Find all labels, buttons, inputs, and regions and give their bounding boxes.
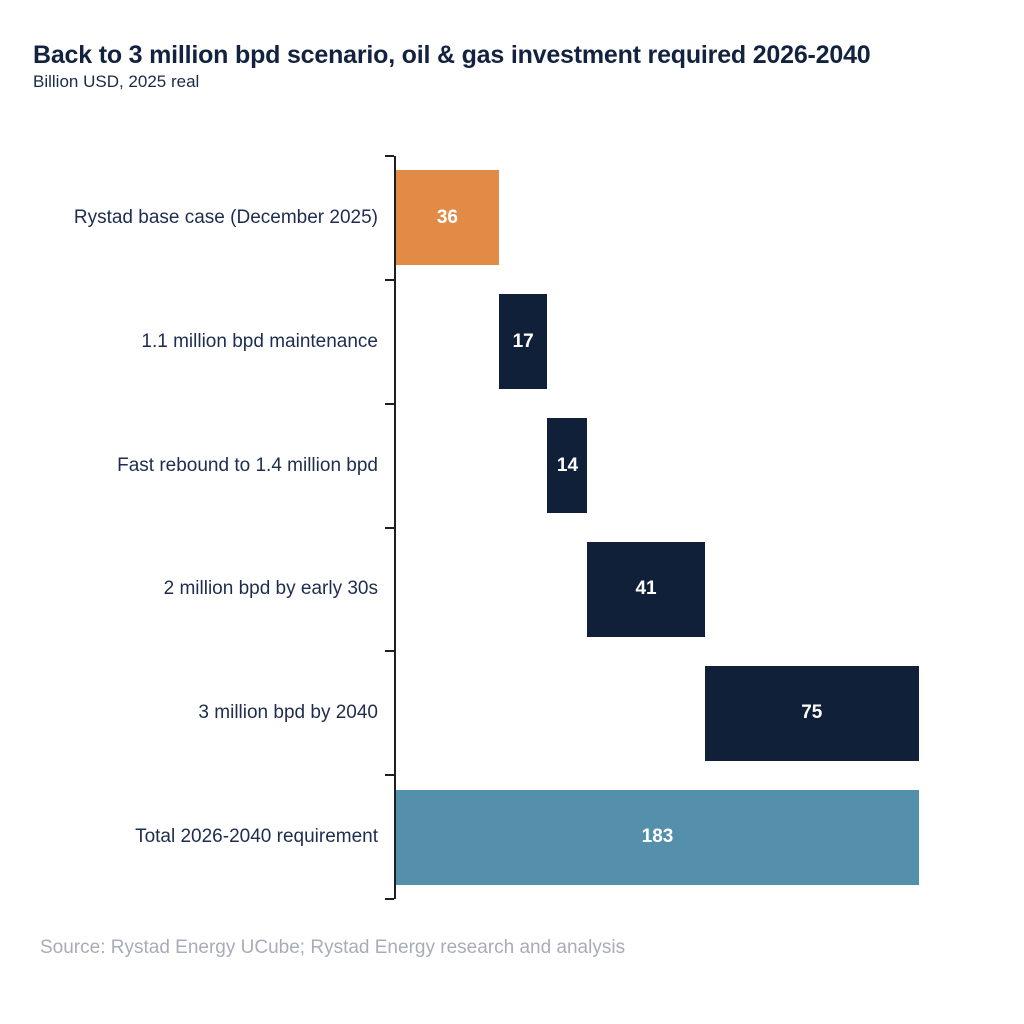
axis-tick xyxy=(385,774,394,777)
axis-tick xyxy=(385,402,394,405)
bar: 41 xyxy=(587,541,705,637)
y-axis-line xyxy=(394,156,396,899)
bar: 183 xyxy=(396,789,919,885)
category-label: Total 2026-2040 requirement xyxy=(135,826,378,848)
category-label: Fast rebound to 1.4 million bpd xyxy=(117,454,378,476)
chart-subtitle: Billion USD, 2025 real xyxy=(33,72,200,91)
source-note: Source: Rystad Energy UCube; Rystad Ener… xyxy=(40,937,626,958)
axis-tick xyxy=(385,898,394,900)
bar-value-label: 36 xyxy=(436,206,458,228)
bar: 75 xyxy=(704,665,919,761)
bar-value-label: 183 xyxy=(641,826,674,848)
bar-value-label: 41 xyxy=(635,578,657,600)
axis-tick xyxy=(385,278,394,281)
axis-tick xyxy=(385,155,394,157)
category-label: 2 million bpd by early 30s xyxy=(163,578,378,600)
bar: 17 xyxy=(498,294,548,390)
category-label: Rystad base case (December 2025) xyxy=(73,206,378,228)
bar-value-label: 14 xyxy=(556,454,579,476)
bar: 14 xyxy=(547,418,588,514)
bar: 36 xyxy=(396,170,499,266)
axis-tick xyxy=(385,650,394,653)
category-label: 1.1 million bpd maintenance xyxy=(141,330,378,352)
bar-value-label: 17 xyxy=(512,330,534,352)
chart-title: Back to 3 million bpd scenario, oil & ga… xyxy=(33,41,871,69)
axis-tick xyxy=(385,526,394,529)
bar-value-label: 75 xyxy=(801,702,823,724)
category-label: 3 million bpd by 2040 xyxy=(198,702,378,724)
